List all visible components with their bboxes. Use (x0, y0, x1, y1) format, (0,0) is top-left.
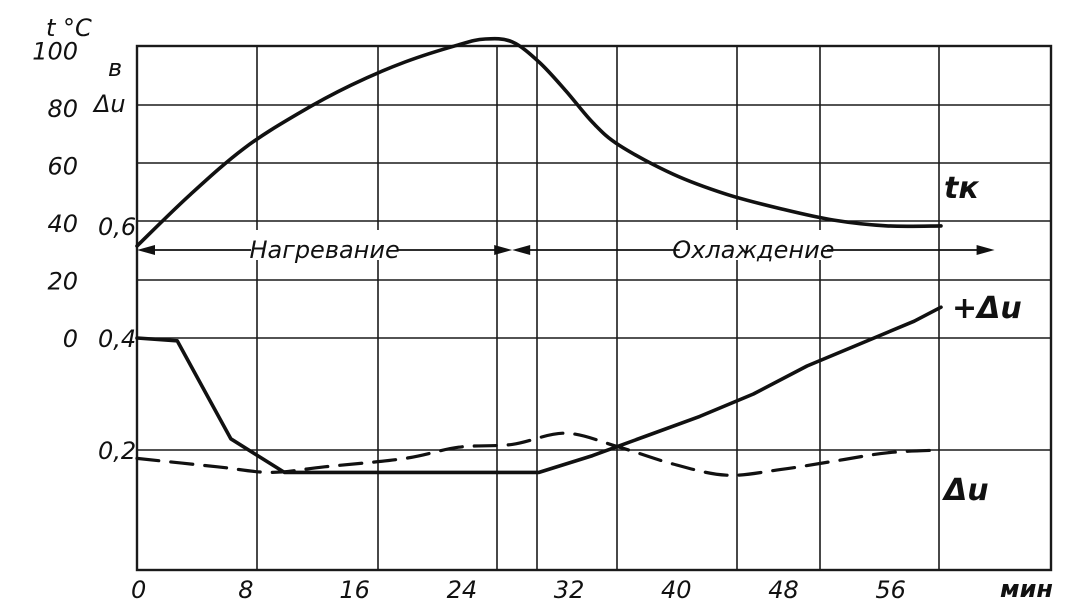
phase-arrow-head-left (137, 245, 155, 255)
x-tick-label: 40 (661, 576, 692, 604)
plot-frame (135, 44, 1053, 572)
series-label-1: tк (944, 171, 979, 206)
x-tick-labels: 0 8 16 24 32 40 48 56 (131, 576, 906, 604)
y-tick-label-voltage: 0,4 (98, 325, 136, 353)
phase-label-background (251, 230, 399, 260)
phase-label: Нагревание (249, 236, 399, 264)
y-axis-title-voltage-unit: в (108, 54, 122, 82)
phase-arrow-head-right (976, 245, 995, 255)
phase-label: Охлаждение (672, 236, 834, 264)
x-tick-label: 24 (447, 576, 478, 604)
y-tick-label-temperature: 80 (47, 95, 78, 123)
x-tick-label: 16 (339, 576, 370, 604)
series-line-3 (135, 431, 943, 477)
x-tick-label: 0 (131, 576, 146, 604)
y-axis-title-voltage-symbol: Δu (92, 90, 126, 118)
x-tick-label: 48 (768, 576, 799, 604)
y-tick-labels-temperature: 100 80 60 40 20 0 (32, 38, 78, 354)
x-tick-label: 8 (238, 576, 253, 604)
x-tick-label: 32 (554, 576, 585, 604)
y-tick-label-temperature: 0 (63, 325, 78, 353)
phase-arrow-head-right (494, 245, 513, 255)
y-axis-title-temperature: t °C (46, 14, 92, 42)
y-tick-label-temperature: 20 (47, 268, 78, 296)
x-tick-label: 56 (875, 576, 906, 604)
series-line-1 (135, 36, 943, 248)
series-label-3: Δu (942, 473, 989, 508)
y-tick-label-temperature: 100 (32, 38, 78, 66)
phase-arrow-head-left (512, 245, 531, 255)
series-labels: tк +Δu Δu (942, 171, 1022, 508)
y-tick-label-temperature: 60 (47, 153, 78, 181)
x-axis-title: мин (1000, 575, 1053, 603)
y-tick-label-voltage: 0,6 (98, 213, 136, 241)
series-layer (135, 36, 943, 477)
y-tick-label-temperature: 40 (47, 210, 78, 238)
phase-arrows: Нагревание Охлаждение (137, 230, 995, 264)
y-tick-label-voltage: 0,2 (98, 437, 136, 465)
phase-label-background (679, 230, 827, 260)
y-tick-labels-voltage: 0,6 0,4 0,2 (98, 213, 136, 465)
series-label-2: +Δu (952, 291, 1022, 326)
